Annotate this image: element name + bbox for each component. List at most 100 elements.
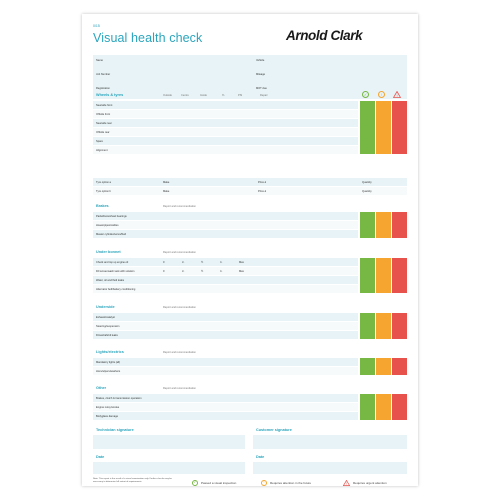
row-label: Engine noisy/smoke xyxy=(96,405,120,409)
mot-due-label: MOT due xyxy=(256,87,267,90)
brand-logo: Arnold Clark xyxy=(286,28,363,43)
table-row xyxy=(93,128,358,136)
vehicle-label: Vehicle xyxy=(256,59,265,62)
check-icon: ✓ xyxy=(192,480,198,486)
future-status-column[interactable] xyxy=(376,101,391,154)
technician-signature-field[interactable] xyxy=(93,435,245,449)
table-row xyxy=(93,119,358,127)
pass-status-column[interactable] xyxy=(360,101,375,154)
report-note: Report and recommendation xyxy=(163,251,196,254)
row-label: Pads/discs/wheel bearings xyxy=(96,214,127,218)
urgent-status-column[interactable] xyxy=(392,394,407,420)
table-row xyxy=(93,212,358,220)
table-row xyxy=(93,331,358,339)
report-note: Report and recommendation xyxy=(163,205,196,208)
technician-signature-label: Technician signature xyxy=(96,428,134,432)
customer-details-box xyxy=(93,55,407,99)
name-label: Name xyxy=(96,59,103,62)
warning-icon: ! xyxy=(343,480,350,486)
footer-note: Note: This report is the result of a vis… xyxy=(93,478,172,483)
legend-future: Requires attention in the future xyxy=(270,481,312,485)
quantity-label: Quantity xyxy=(362,180,372,184)
row-label: Driveshaft/oil leaks xyxy=(96,333,118,337)
pass-status-column[interactable] xyxy=(360,394,375,420)
table-row xyxy=(93,146,358,154)
urgent-status-column[interactable] xyxy=(392,101,407,154)
customer-signature-field[interactable] xyxy=(253,435,407,449)
urgent-status-column[interactable] xyxy=(392,313,407,339)
row-label: Exhaust/catalyst xyxy=(96,315,115,319)
row-label: Alignment xyxy=(96,148,108,152)
make-label: Make xyxy=(163,180,170,184)
table-row xyxy=(93,230,358,238)
future-status-column[interactable] xyxy=(376,358,391,375)
warning-icon: ! xyxy=(393,91,401,98)
customer-signature-label: Customer signature xyxy=(256,428,292,432)
table-row xyxy=(93,221,358,229)
pass-status-column[interactable] xyxy=(360,358,375,375)
row-label: Mandatory lights (all) xyxy=(96,360,121,364)
urgent-status-column[interactable] xyxy=(392,358,407,375)
table-row xyxy=(93,187,407,195)
screenwash-level-three-quarter: ¾ xyxy=(220,269,223,273)
oil-level-quarter: ¼ xyxy=(182,260,185,264)
table-row xyxy=(93,313,358,321)
screenwash-level-0: 0 xyxy=(163,269,165,273)
registration-label: Registration xyxy=(96,87,110,90)
table-row xyxy=(93,276,358,284)
row-label: Steering/suspension xyxy=(96,324,120,328)
table-row xyxy=(93,367,358,375)
brakes-heading: Brakes xyxy=(96,204,109,208)
urgent-status-column[interactable] xyxy=(392,258,407,293)
column-centre: Centre xyxy=(181,94,189,97)
future-status-column[interactable] xyxy=(376,313,391,339)
table-row xyxy=(93,178,407,186)
row-label: Fill screenwash tank with solution xyxy=(96,269,135,273)
price-label: Price £ xyxy=(258,180,267,184)
underside-heading: Underside xyxy=(96,305,115,309)
svg-text:!: ! xyxy=(396,93,397,98)
table-row xyxy=(93,322,358,330)
future-status-column[interactable] xyxy=(376,394,391,420)
column-repair: Repair xyxy=(260,94,268,97)
pass-status-column[interactable] xyxy=(360,313,375,339)
screenwash-level-half: ½ xyxy=(201,269,204,273)
table-row xyxy=(93,394,358,402)
legend-pass: Passed a visual inspection xyxy=(201,481,237,485)
oil-level-max: Max xyxy=(239,260,244,264)
future-status-column[interactable] xyxy=(376,258,391,293)
technician-date-field[interactable] xyxy=(93,462,245,474)
row-label: Check and top up engine oil xyxy=(96,260,129,264)
row-label: Hoses/pipes/cables xyxy=(96,223,119,227)
pass-status-column[interactable] xyxy=(360,212,375,238)
report-note: Report and recommendation xyxy=(163,387,196,390)
table-row xyxy=(93,137,358,145)
urgent-status-column[interactable] xyxy=(392,212,407,238)
table-row xyxy=(93,267,358,275)
row-label: Master cylinder/servo/fluid xyxy=(96,232,127,236)
row-label: Nearside rear xyxy=(96,121,112,125)
row-label: Horn/wipers/washers xyxy=(96,369,121,373)
table-row xyxy=(93,101,358,109)
legend-urgent: Requires urgent attention xyxy=(353,481,387,485)
oil-level-0: 0 xyxy=(163,260,165,264)
table-row xyxy=(93,258,358,266)
date-label: Date xyxy=(256,455,265,459)
future-status-column[interactable] xyxy=(376,212,391,238)
quantity-label: Quantity xyxy=(362,189,372,193)
customer-date-field[interactable] xyxy=(253,462,407,474)
table-row xyxy=(93,403,358,411)
table-row xyxy=(93,285,358,293)
health-check-sheet: 0/15 Visual health check Arnold Clark Na… xyxy=(82,14,418,486)
table-row xyxy=(93,358,358,366)
row-label: Brakes, clutch & transmission operation xyxy=(96,396,142,400)
under-bonnet-heading: Under bonnet xyxy=(96,250,121,254)
report-note: Report and recommendation xyxy=(163,351,196,354)
column-psi: PSI xyxy=(238,94,243,97)
pass-status-column[interactable] xyxy=(360,258,375,293)
row-label: Spare xyxy=(96,139,103,143)
screenwash-level-quarter: ¼ xyxy=(182,269,185,273)
column-outside: Outside xyxy=(163,94,172,97)
table-row xyxy=(93,110,358,118)
screenwash-level-max: Max xyxy=(239,269,244,273)
